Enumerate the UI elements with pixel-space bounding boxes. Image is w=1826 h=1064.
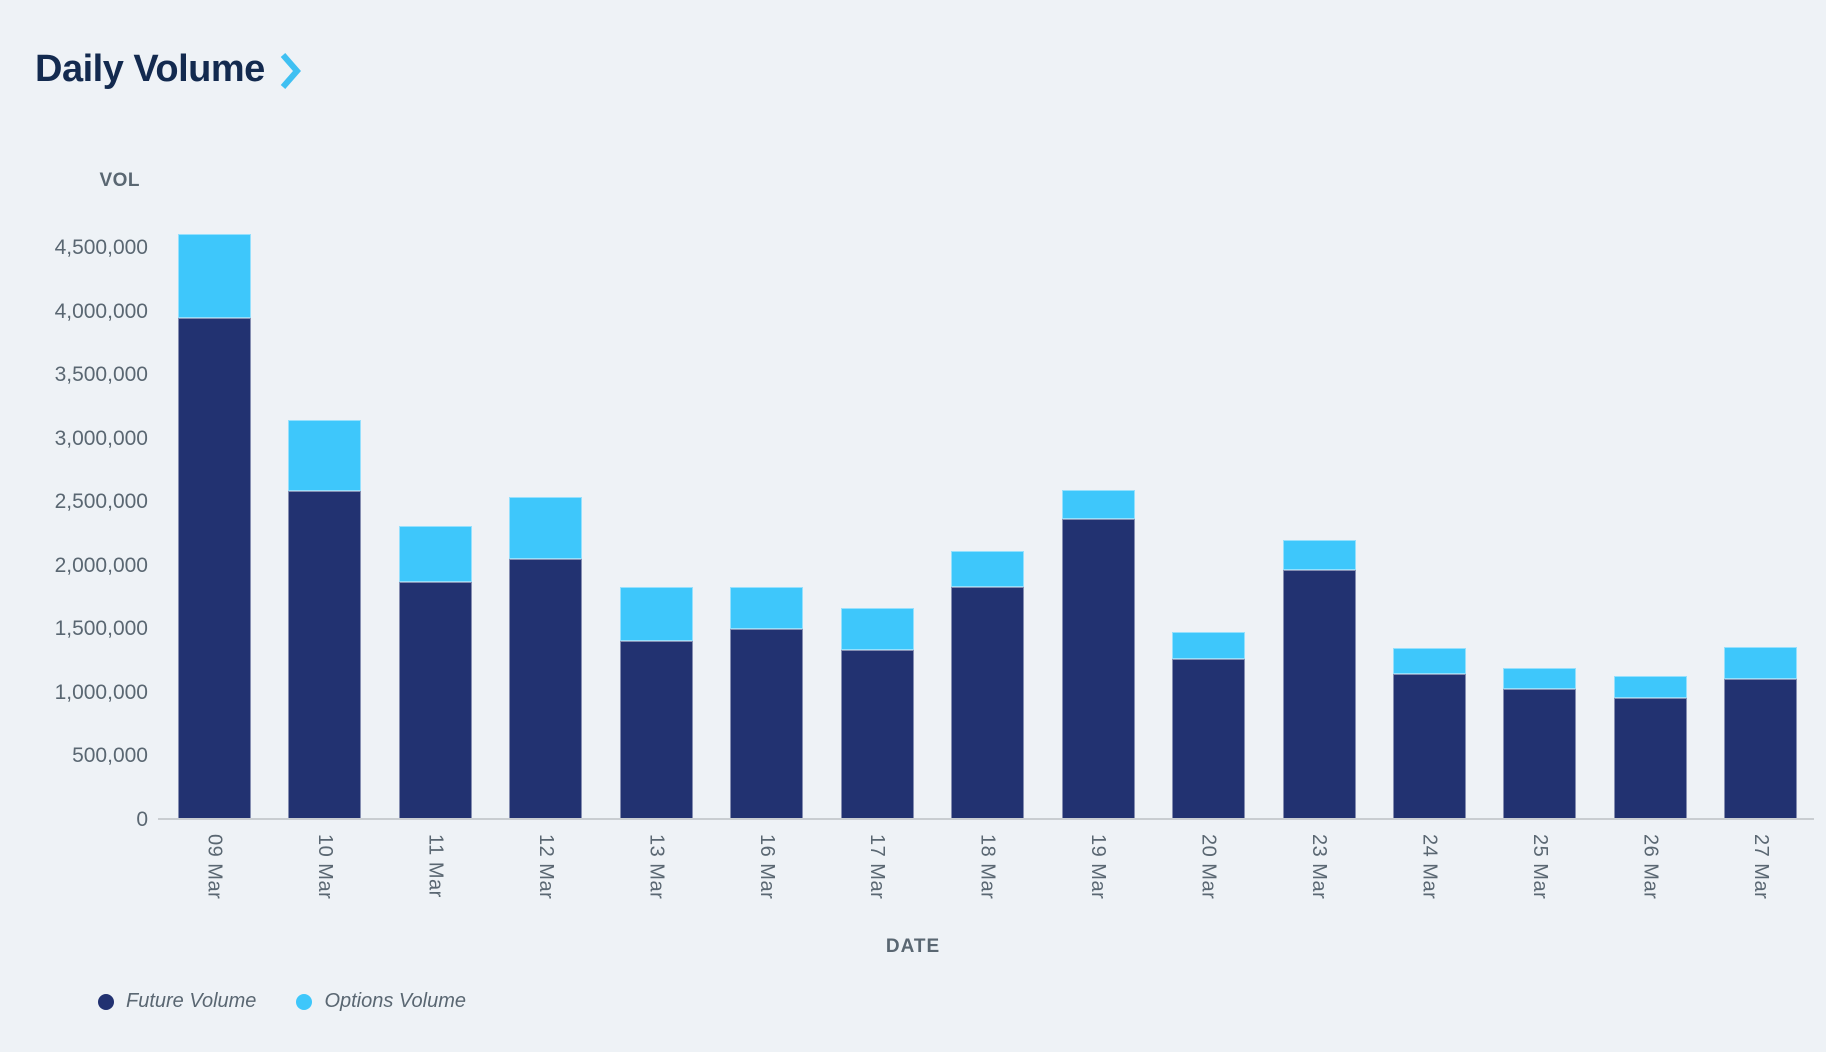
y-tick-label: 1,500,000 <box>54 617 148 641</box>
chevron-right-icon <box>280 52 301 89</box>
bar-segment-options-27-mar[interactable] <box>1724 647 1798 679</box>
bottom-strip <box>0 1052 1826 1064</box>
bar-segment-future-11-mar[interactable] <box>398 582 472 820</box>
y-tick-label: 500,000 <box>72 744 148 768</box>
y-tick-label: 3,500,000 <box>54 363 148 387</box>
legend-label: Future Volume <box>126 990 257 1012</box>
x-tick-label: 12 Mar <box>534 834 557 900</box>
bar-segment-options-12-mar[interactable] <box>509 497 583 560</box>
bar-segment-options-11-mar[interactable] <box>398 526 472 583</box>
bar-segment-options-26-mar[interactable] <box>1613 676 1687 698</box>
bar-segment-options-18-mar[interactable] <box>951 550 1025 588</box>
x-axis-title: DATE <box>885 936 941 957</box>
bar-segment-options-09-mar[interactable] <box>178 234 251 318</box>
bar-segment-future-18-mar[interactable] <box>951 587 1025 820</box>
y-tick-label: 2,500,000 <box>54 490 148 514</box>
legend-label: Options Volume <box>324 990 466 1012</box>
page-title: Daily Volume <box>35 48 265 90</box>
x-tick-label: 23 Mar <box>1308 834 1330 900</box>
legend-dot-icon <box>98 993 114 1010</box>
bar-segment-future-16-mar[interactable] <box>730 629 804 820</box>
bar-segment-future-13-mar[interactable] <box>619 640 693 820</box>
x-tick-label: 17 Mar <box>866 834 889 900</box>
y-tick-label: 1,000,000 <box>54 680 148 704</box>
bar-segment-future-27-mar[interactable] <box>1724 678 1798 820</box>
bar-segment-future-17-mar[interactable] <box>840 649 914 820</box>
bar-segment-options-10-mar[interactable] <box>288 419 362 491</box>
y-tick-label: 4,000,000 <box>54 299 148 323</box>
bar-segment-future-10-mar[interactable] <box>288 490 362 820</box>
y-tick-label: 3,000,000 <box>54 426 148 450</box>
legend-dot-icon <box>296 993 313 1010</box>
bar-segment-future-12-mar[interactable] <box>509 559 583 820</box>
x-tick-label: 24 Mar <box>1418 834 1441 900</box>
x-tick-label: 10 Mar <box>313 834 336 900</box>
bar-segment-future-23-mar[interactable] <box>1282 569 1356 820</box>
x-tick-label: 19 Mar <box>1087 834 1110 900</box>
x-axis-line <box>158 818 1814 820</box>
y-tick-label: 0 <box>136 808 148 831</box>
bar-segment-options-19-mar[interactable] <box>1061 489 1135 519</box>
x-tick-label: 26 Mar <box>1639 834 1662 900</box>
bar-segment-options-17-mar[interactable] <box>840 607 914 650</box>
bar-segment-future-09-mar[interactable] <box>178 317 251 820</box>
y-tick-label: 2,000,000 <box>54 553 148 577</box>
bar-segment-future-26-mar[interactable] <box>1613 697 1687 820</box>
x-tick-label: 20 Mar <box>1197 834 1220 900</box>
x-tick-label: 18 Mar <box>976 834 999 900</box>
legend: Future Volume Options Volume <box>98 990 466 1013</box>
legend-item-future-volume[interactable]: Future Volume <box>98 990 256 1013</box>
bar-segment-options-24-mar[interactable] <box>1392 648 1466 674</box>
bar-segment-options-25-mar[interactable] <box>1503 667 1577 690</box>
x-tick-label: 16 Mar <box>755 834 778 900</box>
bar-segment-future-19-mar[interactable] <box>1061 518 1135 820</box>
y-axis-title: VOL <box>99 170 140 191</box>
bar-segment-future-25-mar[interactable] <box>1503 689 1577 820</box>
y-tick-label: 4,500,000 <box>54 236 148 260</box>
x-tick-label: 11 Mar <box>424 834 447 898</box>
bar-segment-options-16-mar[interactable] <box>730 587 804 630</box>
bar-segment-future-20-mar[interactable] <box>1172 658 1246 820</box>
x-tick-label: 27 Mar <box>1749 834 1772 900</box>
x-tick-label: 25 Mar <box>1528 834 1551 900</box>
bar-segment-options-20-mar[interactable] <box>1172 631 1246 659</box>
daily-volume-header-link[interactable]: Daily Volume <box>35 48 302 92</box>
bar-segment-future-24-mar[interactable] <box>1392 673 1466 820</box>
x-tick-label: 13 Mar <box>645 834 668 900</box>
bar-segment-options-13-mar[interactable] <box>619 587 693 641</box>
x-tick-label: 09 Mar <box>203 834 226 900</box>
legend-item-options-volume[interactable]: Options Volume <box>296 990 466 1013</box>
bar-segment-options-23-mar[interactable] <box>1282 540 1356 570</box>
